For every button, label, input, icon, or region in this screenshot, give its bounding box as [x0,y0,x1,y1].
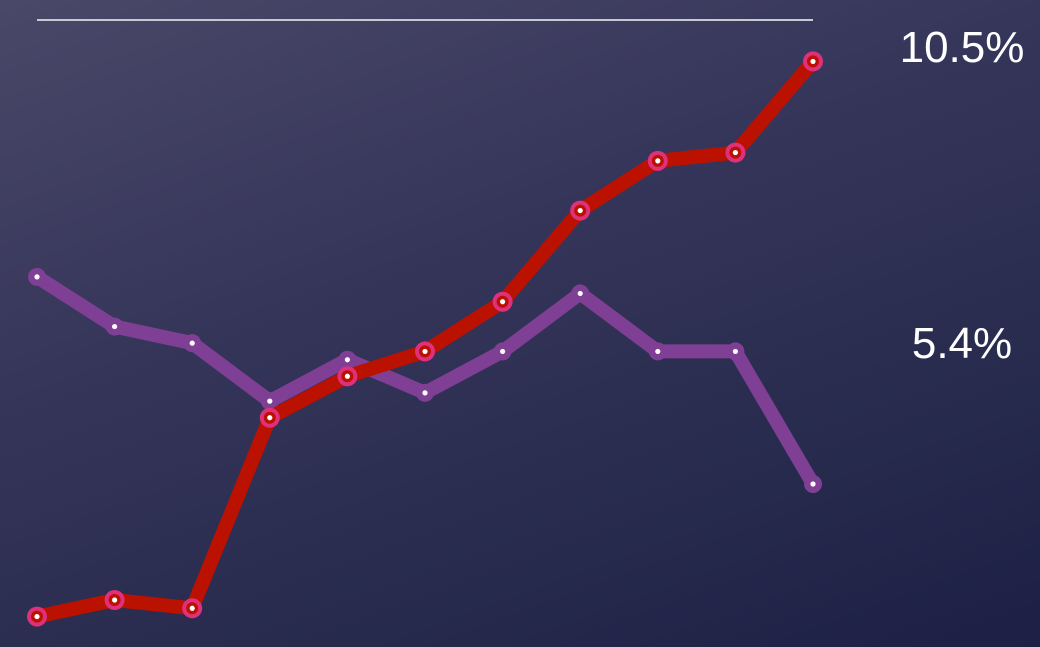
series-0-point-center [422,390,428,396]
end-labels: 10.5% 5.4% [900,23,1025,368]
series-1-point-center [189,605,195,611]
series-0-point-center [112,323,118,330]
series-1-end-label: 10.5% [900,23,1025,72]
series-1-point-center [344,373,350,379]
series-0-line [30,269,820,491]
series-1-point-center [500,299,506,305]
series-0 [28,267,822,493]
series-1-point-center [732,149,739,156]
series-0-end-label: 5.4% [912,319,1012,368]
series-0-point-center [267,398,273,404]
series-0-point-center [577,290,583,297]
series-1-point-center [655,158,661,164]
series-0-point-center [655,348,661,355]
series-0-point-center [34,274,40,280]
series-0-point-center [810,481,816,487]
series-layer [27,51,823,627]
series-1-point-center [112,597,118,603]
series-0-point-center [344,357,350,363]
series-1-point-center [422,348,428,355]
series-1-point-center [267,415,273,421]
series-1-point-center [34,613,40,620]
series-0-point-center [732,348,739,355]
series-1-point-center [810,58,816,65]
series-0-point-center [500,348,506,355]
series-1-point-center [577,207,583,214]
series-0-point-center [189,340,195,346]
series-1 [27,51,823,627]
